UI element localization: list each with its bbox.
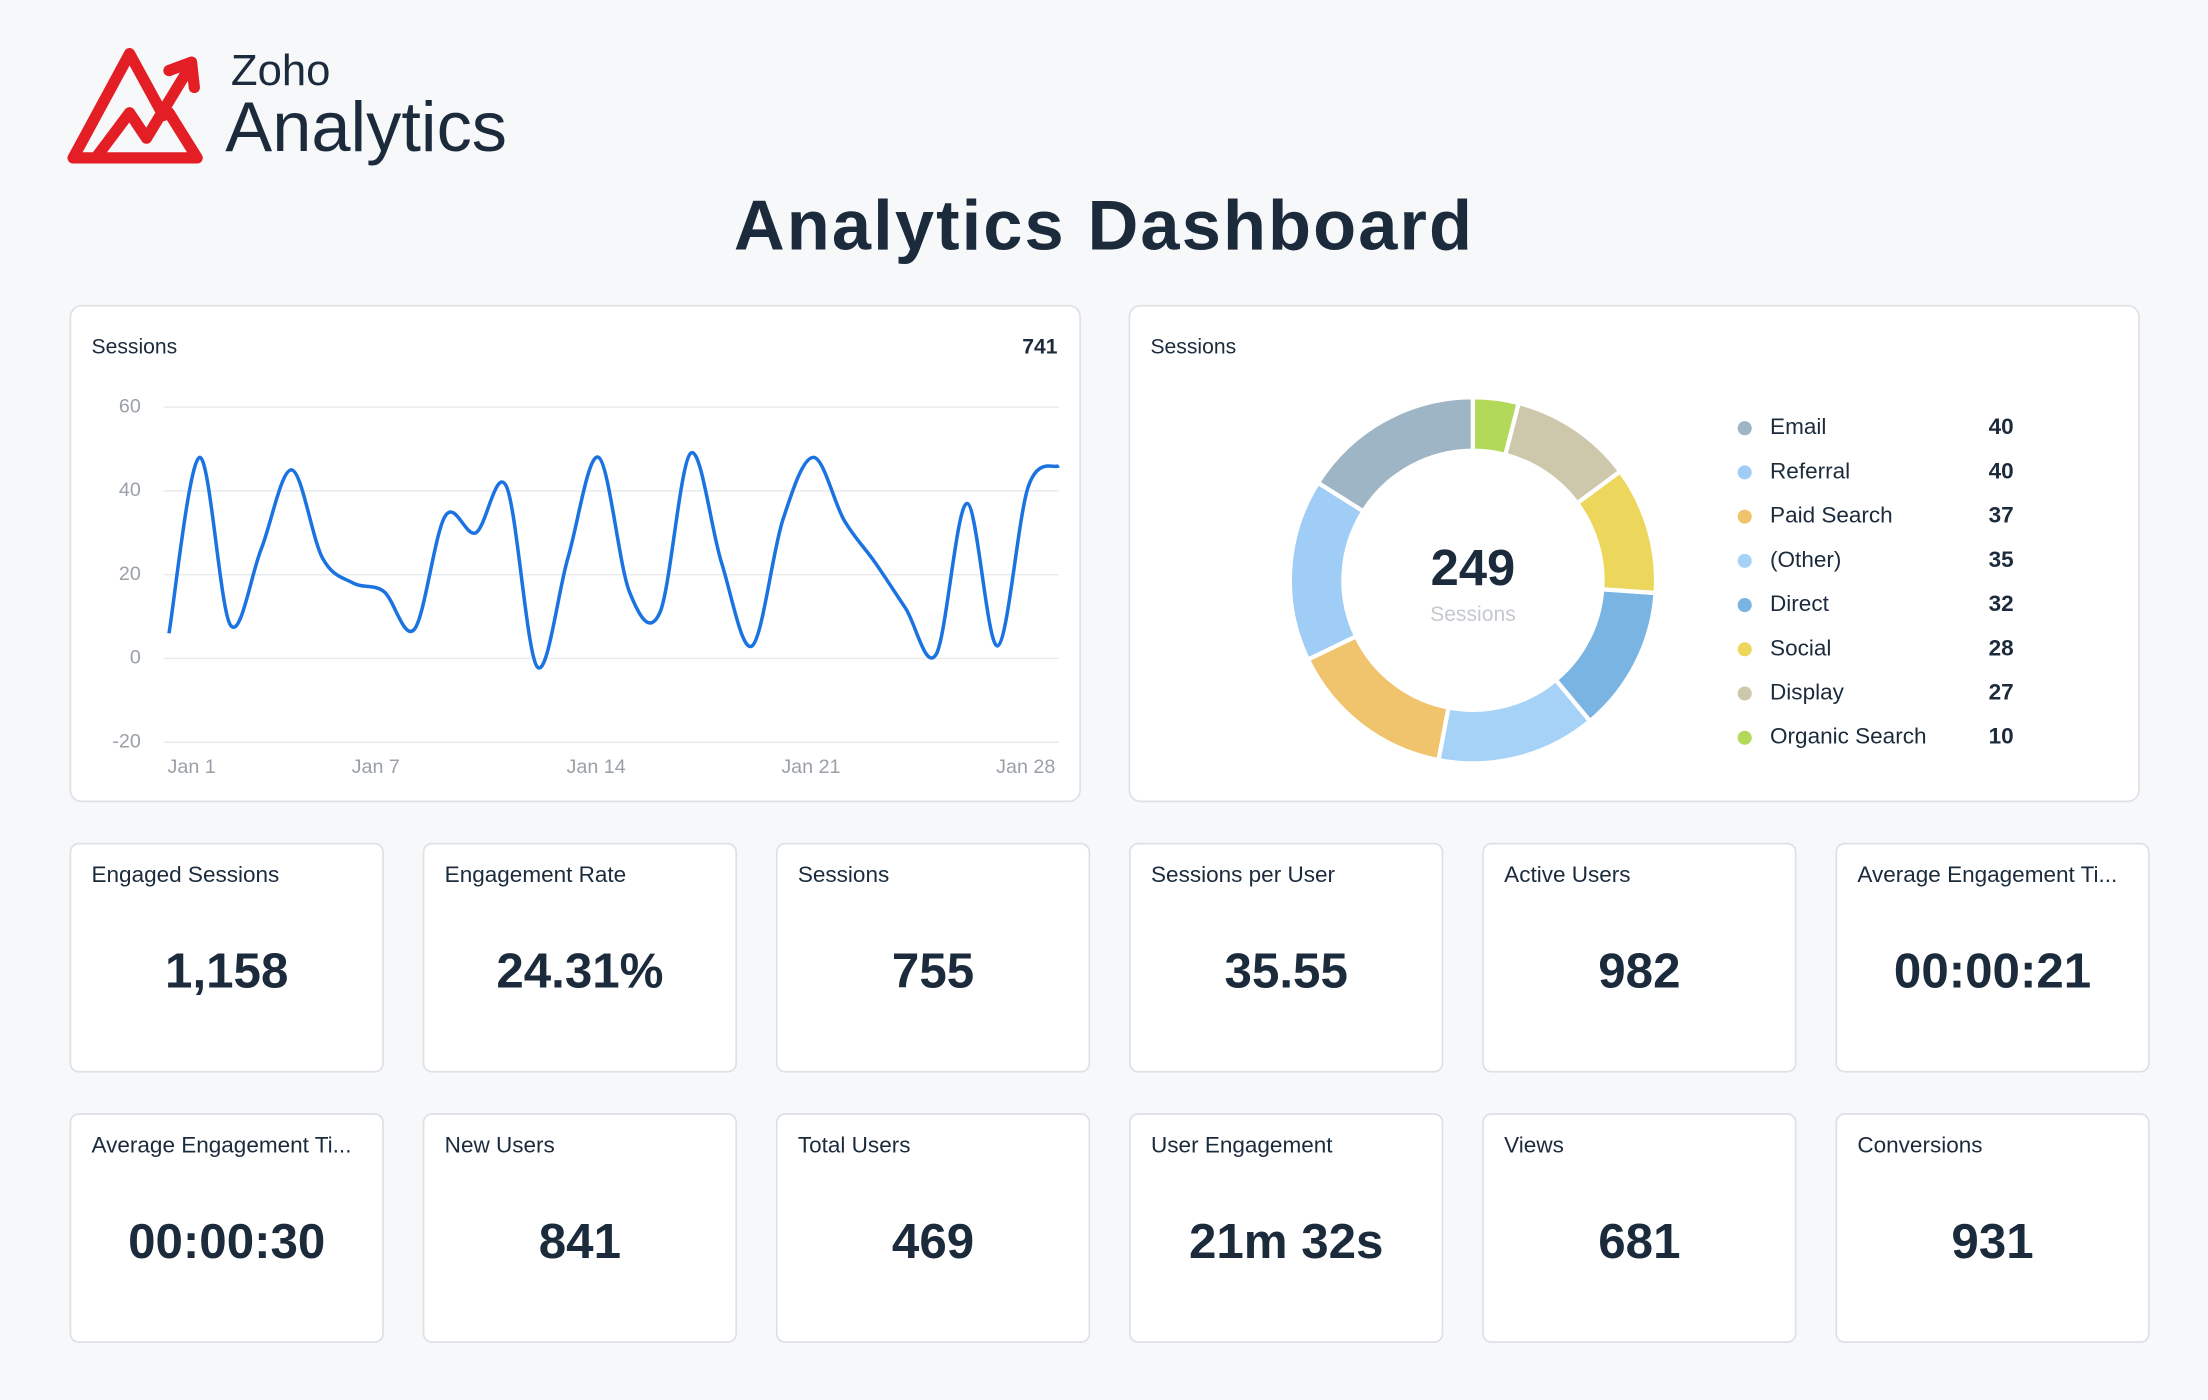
legend-dot [1737, 553, 1752, 568]
kpi-label: Sessions [798, 862, 889, 887]
kpi-card [1835, 842, 2150, 1073]
legend-label: (Other) [1770, 547, 1841, 572]
kpi-card [69, 1113, 384, 1343]
line-card [69, 304, 1081, 803]
legend-dot [1737, 598, 1752, 613]
legend-value: 40 [1989, 414, 2014, 439]
legend-value: 32 [1989, 591, 2014, 616]
x-tick-label: Jan 7 [352, 756, 400, 778]
line-title: Sessions [92, 336, 178, 359]
kpi-card [1129, 842, 1444, 1073]
kpi-label: Average Engagement Ti... [1857, 862, 2117, 887]
line [167, 451, 1060, 670]
kpi-value: 469 [892, 1214, 974, 1269]
kpi-label: Total Users [798, 1132, 911, 1157]
kpi-value: 00:00:21 [1894, 944, 2091, 999]
legend-value: 28 [1989, 635, 2014, 660]
legend-value: 10 [1989, 724, 2014, 749]
legend-value: 27 [1989, 679, 2014, 704]
kpi-card [1129, 1113, 1444, 1343]
page-title: Analytics Dashboard [734, 186, 1474, 265]
legend-dot [1737, 421, 1752, 436]
kpi-value: 1,158 [165, 944, 288, 999]
donut-center-value: 249 [1431, 539, 1516, 596]
donut-center-label: Sessions [1430, 603, 1516, 626]
kpi-label: Engaged Sessions [92, 862, 280, 887]
legend-label: Social [1770, 635, 1831, 660]
kpi-label: User Engagement [1151, 1132, 1333, 1157]
x-tick-label: Jan 1 [168, 756, 216, 778]
kpi-value: 931 [1951, 1214, 2033, 1269]
y-tick-label: 0 [130, 647, 141, 669]
kpi-card [775, 842, 1091, 1073]
kpi-label: New Users [445, 1132, 555, 1157]
kpi-card [775, 1113, 1091, 1343]
kpi-label: Sessions per User [1151, 862, 1335, 887]
legend-value: 37 [1989, 503, 2014, 528]
y-tick-label: 20 [119, 563, 141, 585]
kpi-card [1482, 1113, 1797, 1343]
legend-value: 35 [1989, 547, 2014, 572]
donut-segment [1470, 395, 1522, 458]
kpi-value: 982 [1598, 944, 1680, 999]
legend-label: Organic Search [1770, 724, 1926, 749]
y-tick-label: 40 [119, 479, 141, 501]
kpi-card [422, 1113, 738, 1343]
donut-title: Sessions [1150, 336, 1236, 359]
legend-label: Display [1770, 679, 1845, 704]
legend-dot [1737, 686, 1752, 701]
kpi-label: Engagement Rate [445, 862, 627, 887]
x-tick-label: Jan 28 [996, 756, 1055, 778]
legend-label: Referral [1770, 458, 1850, 483]
kpi-value: 00:00:30 [128, 1214, 325, 1269]
kpi-card [422, 842, 738, 1073]
legend-label: Direct [1770, 591, 1830, 616]
logo-brand: Zoho [231, 46, 330, 95]
kpi-card [69, 842, 384, 1073]
legend-dot [1737, 642, 1752, 657]
kpi-value: 841 [539, 1214, 621, 1269]
kpi-value: 35.55 [1225, 944, 1348, 999]
kpi-value: 681 [1598, 1214, 1680, 1269]
kpi-label: Average Engagement Ti... [92, 1132, 352, 1157]
logo-icon [67, 48, 203, 164]
logo-product: Analytics [225, 87, 507, 166]
kpi-label: Conversions [1857, 1132, 1982, 1157]
legend-label: Paid Search [1770, 503, 1893, 528]
kpi-card [1482, 842, 1797, 1073]
kpi-label: Active Users [1504, 862, 1630, 887]
x-tick-label: Jan 21 [781, 756, 840, 778]
y-tick-label: 60 [119, 395, 141, 417]
kpi-value: 755 [892, 944, 974, 999]
kpi-card [1835, 1113, 2150, 1343]
kpi-value: 24.31% [496, 944, 663, 999]
legend-dot [1737, 465, 1752, 480]
legend-dot [1737, 509, 1752, 524]
y-tick-label: -20 [112, 730, 141, 752]
legend-dot [1737, 730, 1752, 745]
kpi-label: Views [1504, 1132, 1564, 1157]
kpi-value: 21m 32s [1189, 1214, 1383, 1269]
legend-label: Email [1770, 414, 1826, 439]
line-total: 741 [1022, 336, 1057, 359]
x-tick-label: Jan 14 [567, 756, 626, 778]
legend-value: 40 [1989, 458, 2014, 483]
